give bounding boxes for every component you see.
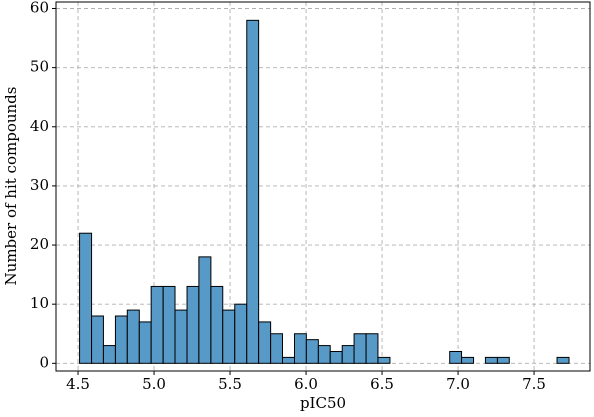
x-axis-label: pIC50 (300, 394, 346, 412)
bar (281, 356, 295, 364)
bar (222, 309, 236, 364)
bar (162, 285, 176, 364)
x-tick-label: 7.0 (446, 375, 470, 393)
y-axis-label: Number of hit compounds (2, 87, 20, 286)
bar (353, 333, 367, 364)
y-tick-label: 30 (30, 176, 49, 194)
bar (234, 303, 248, 364)
bar (341, 345, 355, 364)
bar (114, 315, 128, 364)
bar (126, 309, 140, 364)
bar (258, 321, 272, 364)
y-tick-label: 50 (30, 58, 49, 76)
bar (138, 321, 152, 364)
bar (484, 356, 498, 364)
y-tick-label: 0 (39, 353, 49, 371)
bar (210, 285, 224, 364)
bar (317, 345, 331, 364)
bar (91, 315, 104, 364)
y-tick-label: 10 (30, 294, 49, 312)
bar (150, 285, 164, 364)
bar (377, 356, 391, 364)
x-tick-label: 5.0 (142, 375, 166, 393)
bar (246, 19, 260, 364)
x-tick-label: 6.0 (294, 375, 318, 393)
bar (449, 350, 463, 364)
bar (329, 350, 343, 364)
x-tick-label: 4.5 (66, 375, 90, 393)
y-tick-label: 60 (30, 0, 49, 17)
plot-frame (55, 1, 591, 372)
bar (496, 356, 510, 364)
bar (461, 356, 475, 364)
bar (186, 285, 200, 364)
x-tick-label: 5.5 (218, 375, 242, 393)
y-tick-label: 20 (30, 235, 49, 253)
x-tick-label: 6.5 (370, 375, 394, 393)
bar (556, 356, 570, 364)
bar (365, 333, 379, 364)
x-tick-label: 7.5 (522, 375, 546, 393)
bar (102, 345, 116, 364)
y-tick-label: 40 (30, 117, 49, 135)
bar (198, 256, 212, 364)
bar (174, 309, 188, 364)
bar (270, 333, 283, 364)
bar (293, 333, 307, 364)
bar (305, 339, 319, 364)
bar (79, 232, 93, 364)
